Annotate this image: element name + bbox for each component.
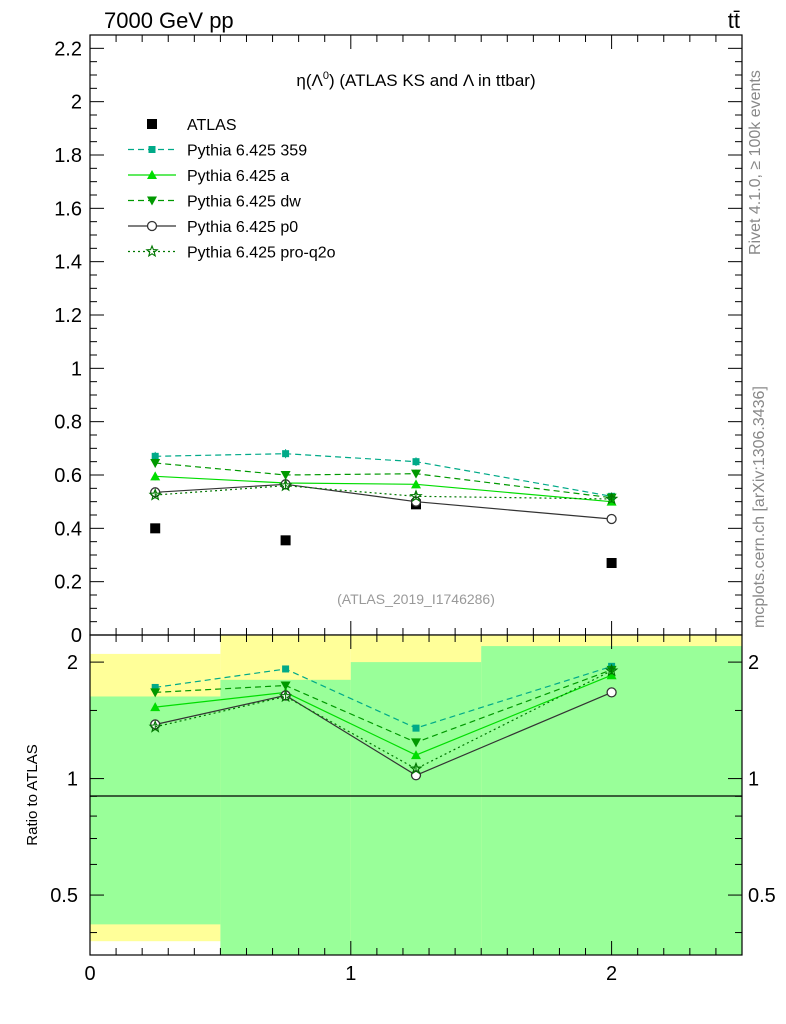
rivet-label: Rivet 4.1.0, ≥ 100k events [747,70,764,255]
ratio-x-axis: 0 1 2 [84,635,743,985]
main-y-tick-label: 0.8 [54,412,82,434]
main-x-axis [89,35,743,635]
ratio-x-tick-label: 1 [345,963,356,985]
main-line-pythia-6-425-a [155,475,612,503]
ratio-y-tick-label: 0.5 [50,885,78,907]
main-point-pythia-6-425-pro-q2o [604,491,619,505]
ratio-point-pythia-6-425-pro-q2o [278,689,293,703]
main-point-atlas [280,535,291,546]
main-point-pythia-6-425-pro-q2o [278,478,293,492]
legend-label-pythia-6-425-p0: Pythia 6.425 p0 [187,219,298,236]
legend-marker-atlas [147,119,157,129]
ratio-point-pythia-6-425-dw [411,738,421,748]
ratio-y-tick-label: 2 [67,652,78,674]
main-y-axis: 0 0.2 0.4 0.6 0.8 1 1.2 1.4 1.6 1.8 2 2.2 [54,38,742,647]
ratio-band-green [350,662,482,955]
title-rest: ) (ATLAS KS and Λ in ttbar) [329,71,536,90]
main-point-pythia-6-425-359 [282,450,290,458]
main-point-pythia-6-425-pro-q2o [148,487,162,501]
main-point-pythia-6-425-359 [151,452,159,460]
ratio-line-pythia-6-425-a [155,674,612,756]
main-y-tick-label: 0.2 [54,572,82,594]
main-point-pythia-6-425-a [411,479,421,489]
ratio-y-label: Ratio to ATLAS [24,744,41,845]
main-y-tick-label: 0 [71,625,82,647]
legend-label-pythia-6-425-pro-q2o: Pythia 6.425 pro-q2o [187,245,336,262]
legend-label-atlas: ATLAS [187,117,237,134]
process-label: tt̄ [728,8,740,33]
main-y-tick-label: 1.8 [54,145,82,167]
legend-marker-pythia-6-425-dw [147,196,157,206]
ratio-y-tick-label-right: 2 [748,652,759,674]
legend-marker-pythia-6-425-pro-q2o [145,244,159,258]
main-y-tick-label: 1.6 [54,198,82,220]
ratio-series-layer [148,662,619,781]
ratio-band-green [220,679,351,955]
ratio-y-axis: 0.5 0.5 1 1 2 2 [50,652,776,934]
ratio-point-pythia-6-425-dw [150,688,161,698]
main-title: η(Λ0) (ATLAS KS and Λ in ttbar) [296,70,535,90]
ratio-plot-frame [89,634,743,956]
legend-label-pythia-6-425-359: Pythia 6.425 359 [187,143,307,160]
ratio-point-pythia-6-425-pro-q2o [409,761,423,775]
main-line-pythia-6-425-359 [155,453,612,497]
legend-marker-pythia-6-425-p0 [146,220,158,232]
main-point-pythia-6-425-pro-q2o [409,489,423,503]
ratio-y-tick-label-right: 0.5 [748,885,776,907]
ratio-line-pythia-6-425-dw [155,669,612,744]
main-point-pythia-6-425-a [150,471,161,481]
main-y-tick-label: 2 [71,92,82,114]
ratio-point-pythia-6-425-359 [151,683,159,691]
main-point-pythia-6-425-dw [150,459,161,468]
mcplots-label: mcplots.cern.ch [arXiv:1306.3436] [751,386,768,628]
main-line-pythia-6-425-p0 [155,483,612,520]
ratio-band-green [90,696,221,925]
main-y-tick-label: 1.2 [54,305,82,327]
energy-label: 7000 GeV pp [104,8,234,33]
main-point-pythia-6-425-359 [412,458,420,466]
ratio-point-pythia-6-425-a [150,702,161,712]
legend-marker-pythia-6-425-359 [148,146,156,153]
ratio-y-tick-label: 1 [67,769,78,791]
legend-label-pythia-6-425-a: Pythia 6.425 a [187,168,289,185]
main-y-tick-label: 1 [71,358,82,380]
main-point-pythia-6-425-p0 [606,513,617,525]
main-point-atlas [606,558,617,568]
title-superscript: 0 [323,70,329,82]
ratio-x-tick-label: 0 [84,963,95,985]
analysis-watermark: (ATLAS_2019_I1746286) [337,591,495,607]
main-y-tick-label: 0.4 [54,518,82,540]
main-point-pythia-6-425-dw [280,471,291,480]
ratio-band-green [481,646,742,955]
main-line-pythia-6-425-dw [155,462,612,499]
main-point-atlas [150,523,161,534]
main-plot-panel: 00.20.40.60.811.21.41.61.822.2 η(Λ0) (AT… [54,34,743,647]
ratio-point-pythia-6-425-359 [282,665,290,673]
legend-label-pythia-6-425-dw: Pythia 6.425 dw [187,194,301,211]
ratio-plot-panel: 0.5 0.5 1 1 2 2 0 1 2 Ratio to ATLAS [24,634,776,985]
legend-marker-pythia-6-425-a [147,170,157,179]
ratio-y-tick-label-right: 1 [748,769,759,791]
ratio-line-pythia-6-425-pro-q2o [155,670,612,770]
main-y-tick-label: 2.2 [54,38,82,60]
main-y-tick-label: 0.6 [54,465,82,487]
main-line-pythia-6-425-pro-q2o [155,485,612,500]
ratio-point-pythia-6-425-dw [280,681,291,691]
ratio-point-pythia-6-425-a [411,750,421,760]
legend: ATLAS Pythia 6.425 359 Pythia 6.425 a Pythi… [128,117,336,262]
main-point-pythia-6-425-dw [411,469,421,479]
ratio-point-pythia-6-425-pro-q2o [604,663,619,677]
main-series-layer [148,449,619,568]
ratio-point-pythia-6-425-pro-q2o [148,719,162,733]
ratio-line-pythia-6-425-359 [155,665,612,729]
ratio-x-tick-label: 2 [606,963,617,985]
ratio-point-pythia-6-425-p0 [606,687,617,698]
main-y-tick-label: 1.4 [54,252,82,274]
title-eta: η(Λ [296,71,323,90]
ratio-line-pythia-6-425-p0 [155,691,612,776]
ratio-point-pythia-6-425-359 [412,724,420,732]
